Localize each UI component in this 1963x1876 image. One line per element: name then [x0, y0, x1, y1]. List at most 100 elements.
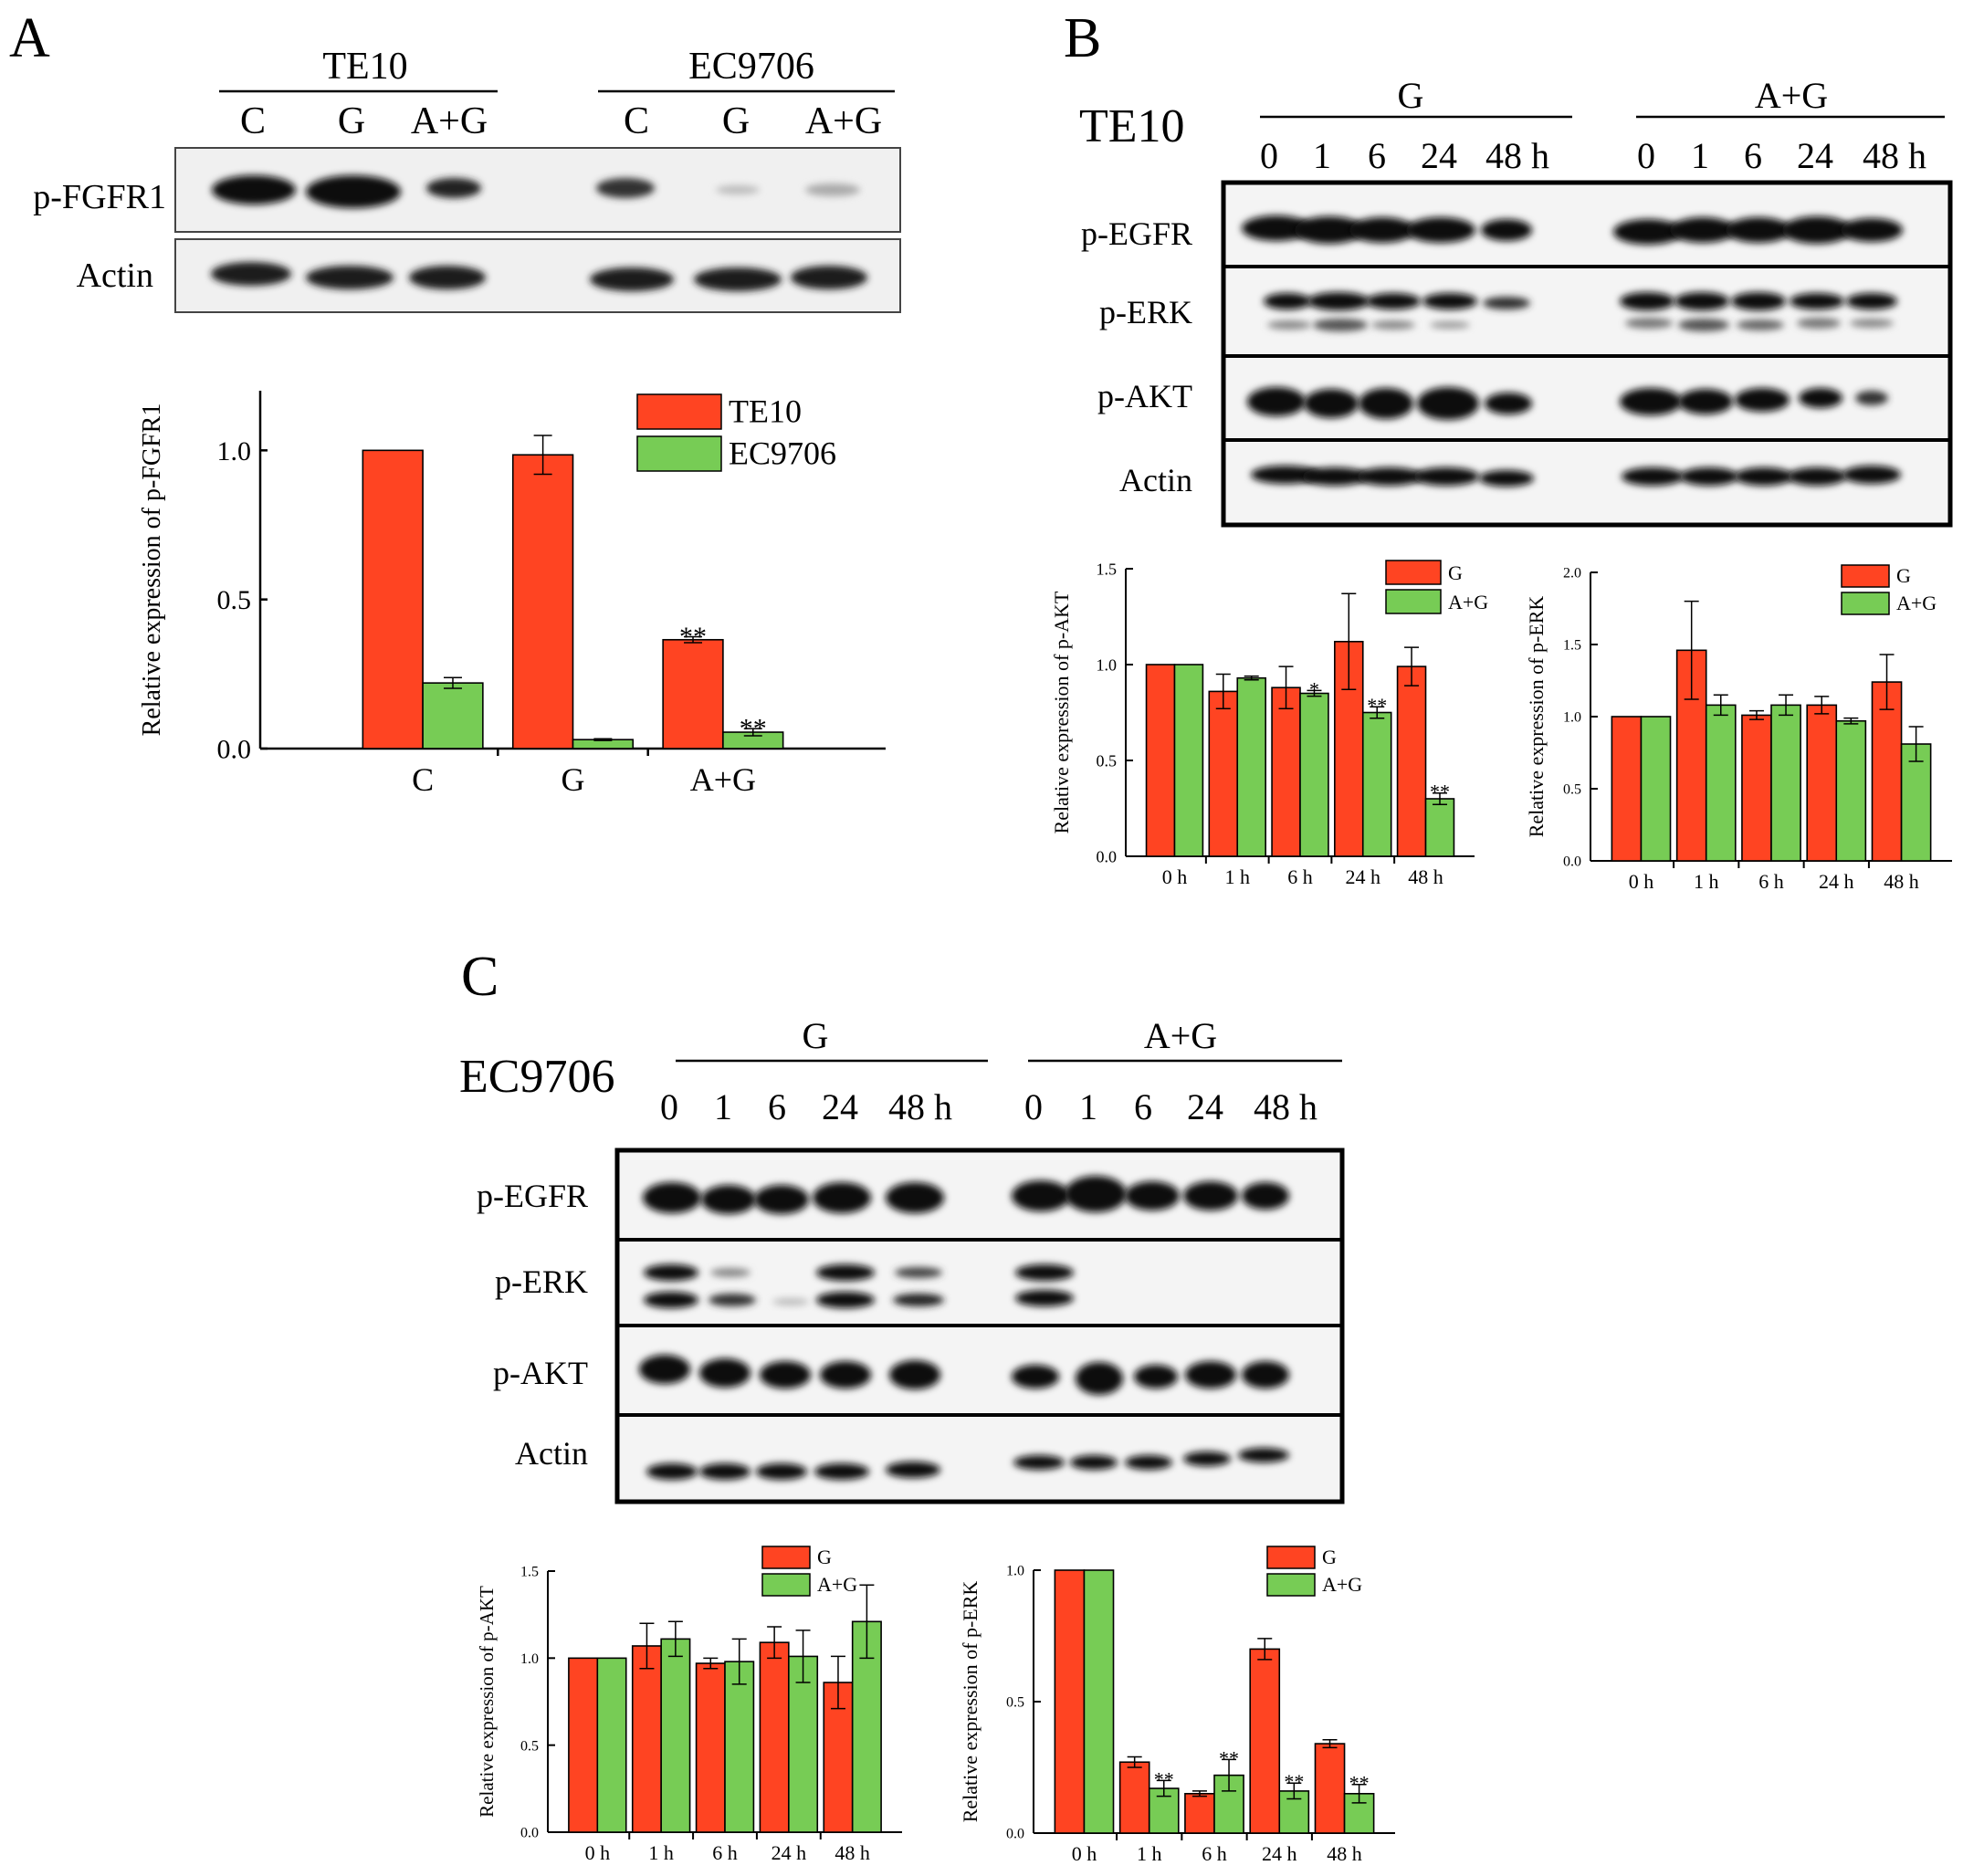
bar — [1396, 666, 1427, 857]
lane-label: 48 h — [1863, 135, 1926, 176]
group-label-a-g: A+G — [1144, 1015, 1217, 1056]
y-tick-label: 1.0 — [1006, 1564, 1024, 1579]
y-tick-label: 0.0 — [1097, 847, 1118, 865]
legend-swatch — [636, 435, 722, 472]
significance-star: ** — [740, 714, 767, 744]
legend-swatch — [1385, 560, 1442, 585]
bar — [1741, 714, 1772, 862]
lane-label: 0 — [1260, 135, 1278, 176]
bar — [1705, 704, 1737, 862]
lane-label: G — [722, 100, 750, 142]
bar — [1299, 692, 1329, 857]
y-tick-label: 0.5 — [1006, 1695, 1024, 1711]
y-tick-label: 1.0 — [217, 436, 252, 466]
blot-a-p-fgfr1 — [174, 147, 901, 233]
bar — [596, 1657, 627, 1833]
x-tick-label: 0 h — [585, 1841, 611, 1864]
blot-b — [1221, 180, 1953, 528]
lane-label: A+G — [411, 100, 488, 142]
significance-star: * — [1309, 677, 1319, 700]
bar — [1314, 1743, 1346, 1834]
bar — [1806, 704, 1838, 862]
lane-label: C — [624, 100, 649, 142]
y-tick-label: 0.0 — [1563, 854, 1581, 870]
group-label-a-g: A+G — [1755, 75, 1828, 116]
legend-label: A+G — [1896, 592, 1937, 614]
legend-label: EC9706 — [729, 435, 836, 471]
bar — [759, 1641, 790, 1833]
x-tick-label: 24 h — [1819, 870, 1854, 893]
y-tick-label: 0.5 — [1563, 782, 1581, 798]
x-tick-label: 1 h — [1137, 1842, 1162, 1865]
lane-label: A+G — [805, 100, 882, 142]
y-axis-label: Relative expression of p-ERK — [1525, 596, 1548, 838]
panel-letter-c: C — [461, 946, 499, 1008]
significance-star: ** — [1349, 1772, 1370, 1795]
x-tick-label: 24 h — [1346, 865, 1381, 888]
x-tick-label: 0 h — [1072, 1842, 1097, 1865]
lane-label: 48 h — [1485, 135, 1549, 176]
significance-star: ** — [1367, 694, 1387, 717]
lane-label: 6 — [1368, 135, 1386, 176]
bar — [1118, 1761, 1150, 1834]
x-tick-label: 48 h — [1327, 1842, 1362, 1865]
y-axis-label: Relative expression of p-FGFR1 — [138, 403, 166, 737]
legend-label: G — [1448, 561, 1463, 584]
bar — [1278, 1790, 1310, 1834]
bar — [1361, 711, 1392, 857]
row-label-p-erk: p-ERK — [495, 1263, 588, 1300]
lane-label: 6 — [1134, 1086, 1152, 1127]
significance-star: ** — [1219, 1746, 1239, 1769]
x-tick-label: 6 h — [1202, 1842, 1227, 1865]
lane-label: 24 — [1797, 135, 1833, 176]
bar — [724, 1661, 755, 1833]
y-tick-label: 0.5 — [1097, 751, 1118, 770]
y-tick-label: 0.5 — [217, 585, 252, 615]
x-tick-label: 1 h — [1224, 865, 1250, 888]
lane-label: 48 h — [888, 1086, 952, 1127]
cell-line-te10: TE10 — [1079, 100, 1185, 152]
bar — [422, 682, 484, 749]
legend-swatch — [636, 393, 722, 430]
y-tick-label: 1.0 — [520, 1651, 539, 1667]
legend-label: G — [1896, 564, 1911, 587]
y-tick-label: 0.0 — [520, 1826, 539, 1841]
bar — [1236, 676, 1266, 857]
y-tick-label: 0.0 — [1006, 1827, 1024, 1842]
lane-label: 24 — [1421, 135, 1457, 176]
row-label-p-akt: p-AKT — [1097, 378, 1192, 414]
bar — [1054, 1569, 1086, 1834]
row-label-actin: Actin — [1119, 462, 1192, 498]
y-axis-label: Relative expression of p-AKT — [1050, 591, 1073, 833]
bar — [1900, 743, 1932, 862]
panel-letter-b: B — [1064, 7, 1101, 69]
y-tick-label: 0.0 — [217, 735, 252, 765]
significance-star: ** — [1430, 781, 1450, 803]
bar — [1640, 716, 1672, 862]
x-tick-label: 6 h — [712, 1841, 738, 1864]
row-label-p-egfr: p-EGFR — [1081, 215, 1192, 252]
chart-b-akt: 0.0 0.5 1.0 1.5 Relative expression of p-AKT… — [1050, 560, 1488, 888]
group-label-te10: TE10 — [322, 46, 407, 88]
row-label-p-egfr: p-EGFR — [477, 1178, 588, 1214]
bar — [1208, 690, 1239, 857]
panel-b: B TE10 G A+G 0 1 6 24 48 h 0 1 6 24 48 h… — [1050, 7, 1953, 893]
row-label-p-fgfr1: p-FGFR1 — [33, 178, 166, 216]
bar — [1835, 719, 1867, 862]
lane-label: 6 — [768, 1086, 786, 1127]
significance-star: ** — [1284, 1770, 1304, 1793]
y-tick-label: 2.0 — [1563, 566, 1581, 582]
x-tick-label: 24 h — [772, 1841, 807, 1864]
y-tick-label: 1.0 — [1563, 710, 1581, 726]
bar — [1184, 1793, 1215, 1834]
legend-swatch — [1385, 589, 1442, 614]
x-tick-label: 0 h — [1162, 865, 1188, 888]
bar — [662, 638, 724, 749]
bar — [1173, 664, 1204, 857]
lane-label: 48 h — [1254, 1086, 1317, 1127]
y-axis-label: Relative expression of p-AKT — [476, 1586, 498, 1818]
lane-label: 0 — [660, 1086, 678, 1127]
y-tick-label: 1.5 — [1097, 560, 1118, 578]
x-tick-label: 6 h — [1758, 870, 1784, 893]
legend-label: G — [817, 1546, 832, 1568]
